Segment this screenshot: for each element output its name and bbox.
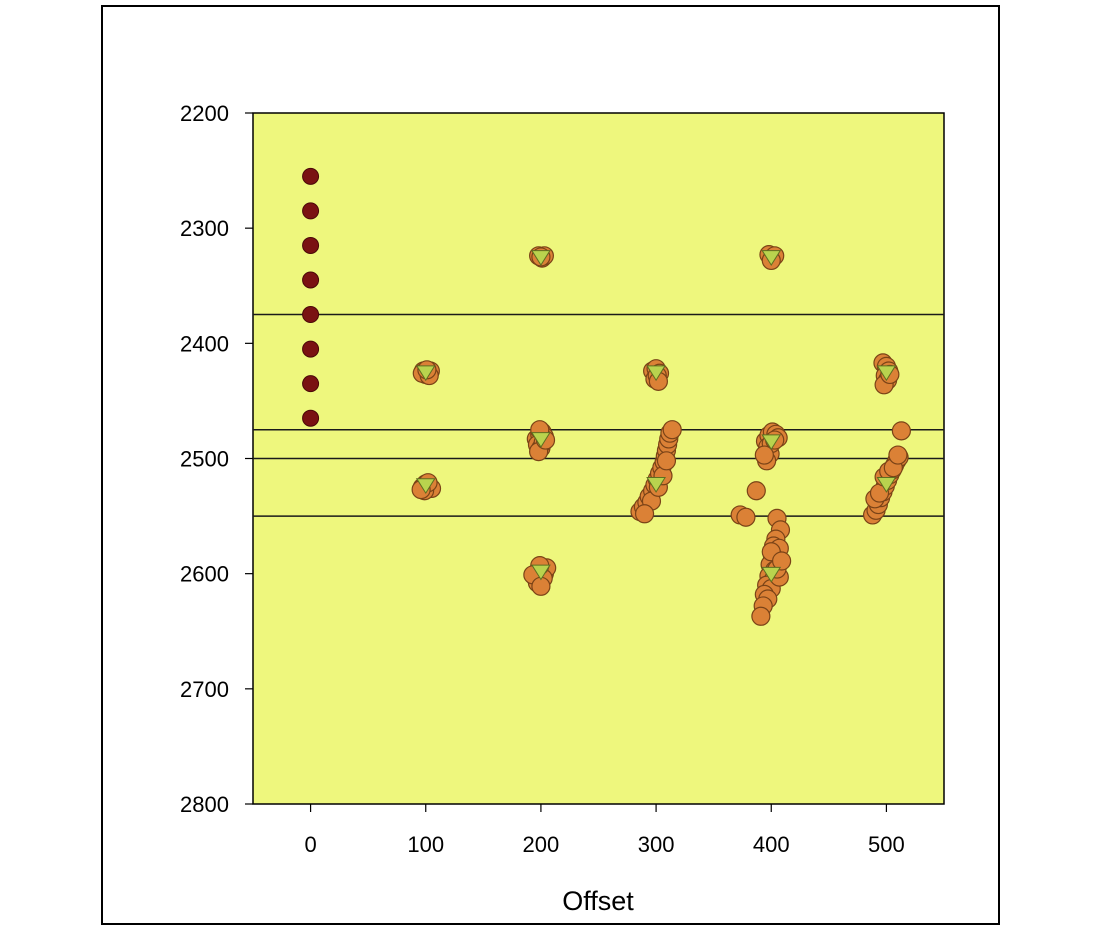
x-tick-label: 300: [638, 832, 675, 857]
model-point: [415, 365, 436, 382]
y-tick-label: 2400: [180, 331, 229, 356]
source-point: [302, 306, 320, 324]
y-tick-label: 2800: [180, 792, 229, 817]
pick-point: [736, 507, 756, 527]
model-point: [876, 477, 897, 493]
pick-point: [634, 504, 655, 524]
source-point: [302, 375, 320, 393]
pick-point: [754, 445, 774, 465]
y-tick-label: 2700: [180, 677, 229, 702]
pick-point: [751, 606, 771, 626]
model-point: [531, 432, 551, 448]
source-point: [302, 271, 320, 289]
x-axis: 0 100 200 300 400 500: [304, 804, 905, 857]
x-tick-label: 500: [868, 832, 905, 857]
reference-lines: [253, 313, 944, 517]
model-point: [646, 365, 666, 382]
model-point: [531, 564, 551, 581]
model-point: [761, 434, 782, 451]
pick-point: [888, 445, 908, 465]
model-point: [531, 250, 551, 267]
y-tick-label: 2600: [180, 562, 229, 587]
model-point: [415, 478, 436, 495]
source-point: [302, 409, 320, 427]
x-tick-label: 100: [407, 832, 444, 857]
model-point: [761, 250, 782, 267]
y-tick-label: 2500: [180, 447, 229, 472]
source-point: [302, 167, 320, 185]
pick-point: [662, 420, 682, 440]
source-point: [302, 236, 320, 254]
model-point: [876, 365, 897, 382]
y-tick-label: 2200: [180, 101, 229, 126]
y-tick-label: 2300: [180, 216, 229, 241]
x-tick-label: 400: [753, 832, 790, 857]
y-axis: 2200 2300 2400 2500 2600 2700 2800: [180, 101, 253, 817]
source-point: [302, 340, 320, 358]
x-tick-label: 0: [304, 832, 316, 857]
pick-point: [772, 551, 792, 571]
x-axis-title: Offset: [562, 886, 634, 916]
pick-point: [656, 451, 677, 471]
x-tick-label: 200: [523, 832, 560, 857]
data-points: [302, 167, 911, 626]
source-point: [302, 202, 320, 220]
pick-point: [746, 481, 766, 501]
model-point: [646, 477, 666, 493]
model-point: [761, 566, 782, 583]
pick-point: [891, 421, 911, 441]
